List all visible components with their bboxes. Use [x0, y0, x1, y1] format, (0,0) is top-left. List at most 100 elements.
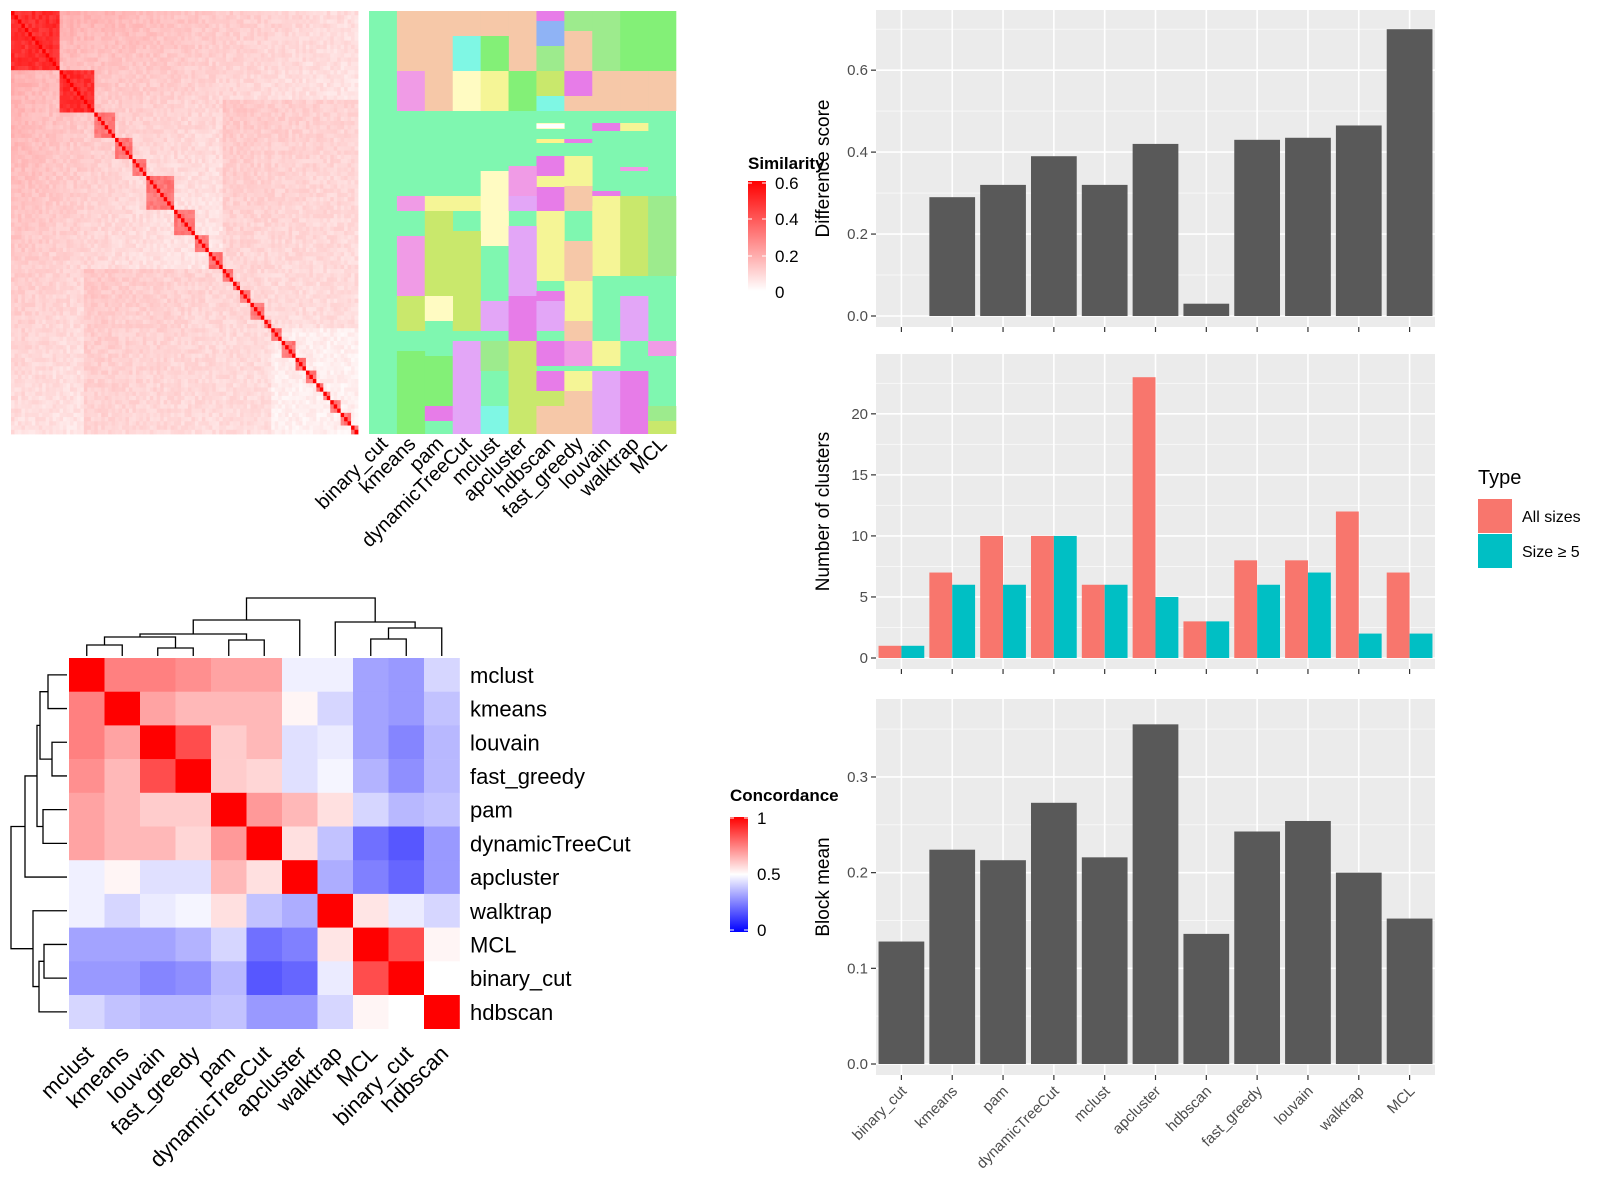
similarity-cell — [118, 150, 123, 156]
similarity-cell — [31, 209, 36, 215]
similarity-cell — [108, 53, 113, 58]
similarity-cell — [191, 116, 196, 122]
similarity-cell — [215, 108, 220, 113]
similarity-cell — [97, 82, 102, 88]
similarity-cell — [246, 32, 251, 37]
similarity-cell — [108, 78, 113, 84]
similarity-cell — [219, 167, 224, 173]
similarity-cell — [111, 201, 116, 206]
similarity-cell — [142, 108, 147, 113]
similarity-cell — [288, 180, 293, 185]
similarity-cell — [122, 74, 126, 80]
similarity-cell — [49, 125, 54, 130]
similarity-cell — [340, 163, 345, 168]
similarity-cell — [326, 188, 331, 194]
similarity-cell — [194, 180, 199, 185]
similarity-cell — [340, 44, 345, 50]
similarity-cell — [63, 36, 67, 42]
similarity-cell — [80, 192, 85, 198]
similarity-cell — [330, 19, 335, 25]
similarity-cell — [215, 197, 220, 202]
similarity-cell — [49, 116, 54, 122]
similarity-cell — [139, 74, 144, 80]
similarity-cell — [73, 40, 78, 46]
similarity-cell — [260, 192, 265, 198]
similarity-cell — [14, 150, 19, 156]
similarity-cell — [11, 137, 15, 143]
similarity-cell — [233, 112, 237, 118]
similarity-cell — [28, 205, 33, 211]
similarity-cell — [288, 137, 293, 143]
similarity-cell — [76, 27, 81, 33]
similarity-cell — [316, 40, 321, 46]
similarity-cell — [316, 95, 321, 101]
similarity-cell — [312, 214, 317, 219]
similarity-cell — [24, 116, 29, 122]
similarity-cell — [236, 87, 241, 92]
similarity-cell — [146, 32, 151, 37]
similarity-cell — [63, 159, 67, 164]
similarity-cell — [340, 146, 345, 151]
similarity-cell — [76, 184, 81, 190]
similarity-cell — [101, 27, 106, 33]
similarity-cell — [257, 91, 262, 96]
similarity-cell — [135, 78, 140, 84]
similarity-cell — [59, 27, 64, 33]
similarity-cell — [156, 167, 161, 173]
similarity-cell — [167, 23, 172, 29]
similarity-cell — [257, 201, 262, 206]
similarity-cell — [17, 112, 22, 118]
similarity-cell — [42, 78, 47, 84]
similarity-cell — [354, 108, 359, 113]
similarity-cell — [347, 91, 352, 96]
similarity-cell — [14, 192, 19, 198]
similarity-cell — [264, 129, 269, 135]
similarity-cell — [229, 11, 234, 16]
similarity-cell — [246, 205, 251, 211]
similarity-cell — [201, 201, 206, 206]
similarity-cell — [153, 150, 158, 156]
similarity-cell — [94, 116, 99, 122]
similarity-cell — [246, 53, 251, 58]
similarity-cell — [236, 104, 241, 109]
similarity-cell — [278, 36, 283, 42]
similarity-cell — [208, 142, 213, 147]
similarity-cell — [170, 36, 175, 42]
similarity-cell — [156, 180, 161, 185]
similarity-cell — [73, 205, 78, 211]
similarity-cell — [229, 95, 234, 101]
similarity-cell — [76, 159, 81, 164]
similarity-cell — [118, 65, 123, 71]
similarity-cell — [184, 49, 189, 54]
similarity-cell — [222, 49, 227, 54]
similarity-cell — [174, 159, 178, 164]
similarity-cell — [11, 61, 15, 67]
similarity-cell — [337, 23, 342, 29]
similarity-cell — [167, 133, 172, 139]
similarity-cell — [128, 82, 133, 88]
similarity-cell — [267, 70, 272, 75]
similarity-cell — [108, 61, 113, 67]
similarity-cell — [139, 129, 144, 135]
similarity-cell — [108, 74, 113, 80]
similarity-cell — [267, 36, 272, 42]
similarity-cell — [118, 23, 123, 29]
similarity-cell — [66, 19, 71, 25]
similarity-cell — [118, 163, 123, 168]
similarity-cell — [108, 40, 113, 46]
similarity-cell — [194, 36, 199, 42]
similarity-cell — [174, 61, 178, 67]
similarity-cell — [309, 129, 314, 135]
similarity-cell — [139, 175, 144, 181]
similarity-cell — [28, 78, 33, 84]
similarity-cell — [246, 44, 251, 50]
similarity-cell — [24, 23, 29, 29]
similarity-cell — [56, 44, 60, 50]
similarity-cell — [35, 44, 40, 50]
similarity-cell — [170, 205, 175, 211]
similarity-cell — [271, 214, 276, 219]
similarity-cell — [142, 159, 147, 164]
similarity-cell — [288, 36, 293, 42]
similarity-cell — [299, 15, 303, 20]
similarity-cell — [323, 44, 328, 50]
